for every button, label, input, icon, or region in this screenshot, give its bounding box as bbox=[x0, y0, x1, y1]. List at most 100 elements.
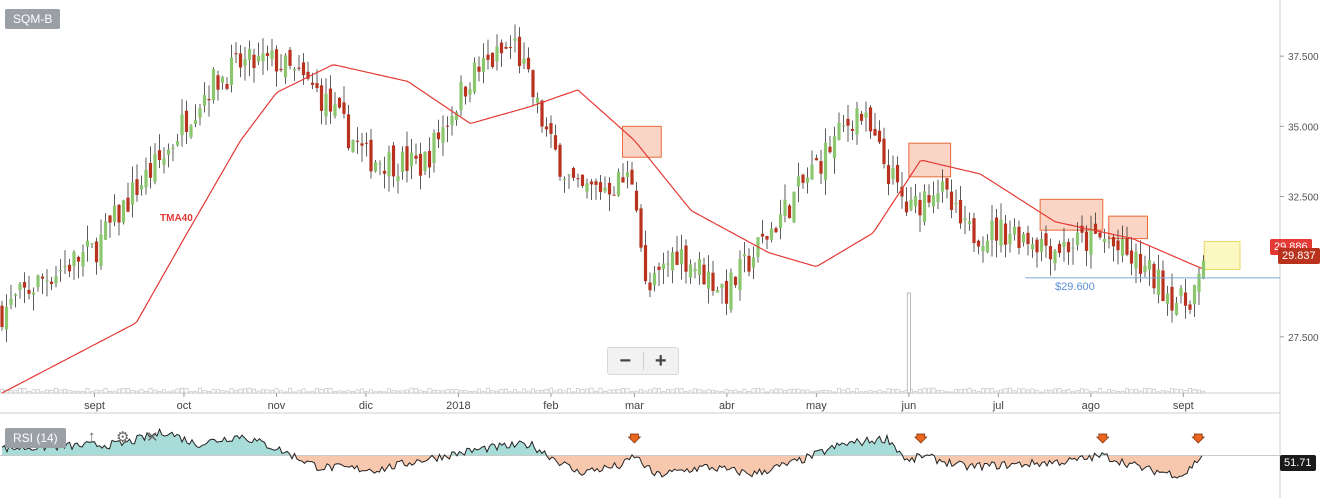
candle bbox=[414, 155, 418, 159]
candle bbox=[355, 140, 360, 142]
volume-bar bbox=[706, 389, 711, 394]
volume-bar bbox=[1048, 389, 1053, 394]
volume-bar bbox=[40, 391, 45, 394]
volume-bar bbox=[103, 388, 108, 394]
volume-bar bbox=[693, 388, 697, 394]
candle bbox=[238, 53, 243, 68]
candle bbox=[1161, 270, 1165, 302]
volume-bar bbox=[616, 389, 621, 394]
candle bbox=[22, 282, 27, 288]
candle bbox=[1089, 228, 1093, 255]
candle bbox=[234, 53, 238, 55]
volume-bar bbox=[630, 391, 634, 394]
volume-bar bbox=[342, 390, 346, 394]
candle bbox=[702, 264, 706, 285]
signal-arrow-icon bbox=[627, 433, 642, 444]
candle bbox=[1120, 239, 1125, 256]
volume-bar bbox=[256, 390, 261, 394]
volume-bar bbox=[882, 391, 886, 394]
signal-arrow-icon bbox=[913, 433, 928, 444]
volume-bar bbox=[702, 390, 706, 394]
volume-bar bbox=[963, 388, 967, 394]
candle bbox=[630, 169, 634, 185]
volume-bar bbox=[333, 391, 337, 394]
volume-bar bbox=[895, 388, 900, 394]
candle bbox=[180, 114, 184, 136]
gear-icon[interactable]: ⚙ bbox=[116, 429, 130, 446]
candle bbox=[193, 120, 198, 124]
candle bbox=[675, 251, 679, 265]
volume-bar bbox=[571, 391, 576, 394]
candle bbox=[585, 183, 589, 192]
x-tick-label: dic bbox=[359, 400, 374, 412]
candle bbox=[616, 172, 621, 196]
volume-bar bbox=[697, 389, 702, 394]
candle bbox=[1188, 304, 1192, 310]
volume-bar bbox=[126, 388, 130, 394]
volume-bar bbox=[351, 391, 355, 394]
volume-bar bbox=[1129, 389, 1134, 394]
volume-bar bbox=[1107, 389, 1111, 394]
volume-bar bbox=[63, 388, 67, 394]
volume-bar bbox=[958, 388, 963, 394]
volume-bar bbox=[819, 390, 823, 394]
candle bbox=[4, 306, 9, 330]
volume-bar bbox=[117, 388, 121, 394]
candle bbox=[1192, 285, 1197, 305]
candle bbox=[342, 102, 346, 114]
candle bbox=[549, 123, 553, 134]
volume-bar bbox=[9, 390, 13, 394]
candle bbox=[103, 221, 108, 240]
candles bbox=[0, 24, 1206, 343]
volume-bar bbox=[162, 389, 166, 394]
rsi-value-label: 51.71 bbox=[1280, 455, 1316, 471]
volume-bar bbox=[1183, 390, 1188, 394]
volume-bar bbox=[1125, 388, 1129, 394]
zoom-out-button[interactable]: − bbox=[619, 349, 632, 372]
volume-bar bbox=[787, 389, 792, 394]
volume-bar bbox=[999, 389, 1003, 394]
volume-bar bbox=[634, 390, 639, 394]
candle bbox=[117, 204, 121, 223]
volume-bar bbox=[1098, 388, 1102, 394]
candle bbox=[715, 290, 720, 293]
candle bbox=[1017, 226, 1021, 248]
candle bbox=[256, 55, 261, 62]
collapse-icon[interactable]: ↑ bbox=[88, 428, 96, 445]
x-tick-label: oct bbox=[177, 400, 192, 412]
close-icon[interactable]: ✕ bbox=[146, 429, 159, 446]
volume-bar bbox=[463, 390, 468, 394]
symbol-label[interactable]: SQM-B bbox=[5, 9, 61, 29]
volume-bar bbox=[1174, 388, 1179, 394]
volume-bar bbox=[751, 388, 756, 394]
candle bbox=[328, 88, 333, 112]
volume-bar bbox=[1089, 391, 1093, 394]
volume-bar bbox=[661, 390, 666, 394]
candle bbox=[400, 151, 405, 172]
volume-bar bbox=[472, 390, 477, 394]
volume-bar bbox=[148, 388, 153, 394]
candle bbox=[967, 221, 972, 225]
candle bbox=[432, 132, 436, 163]
candle bbox=[85, 240, 90, 247]
candle bbox=[283, 55, 288, 78]
volume-bar bbox=[720, 391, 724, 394]
candle bbox=[207, 98, 211, 101]
y-tick-label: 27.500 bbox=[1288, 333, 1319, 344]
volume-bar bbox=[382, 391, 387, 394]
candle bbox=[945, 178, 949, 190]
volume-bar bbox=[832, 391, 837, 394]
zoom-in-button[interactable]: + bbox=[654, 349, 667, 372]
rsi-label[interactable]: RSI (14) bbox=[5, 428, 66, 448]
x-tick-label: ago bbox=[1082, 400, 1100, 412]
candle bbox=[459, 81, 463, 111]
volume-bar bbox=[625, 388, 630, 394]
highlight-zone bbox=[621, 125, 662, 158]
candle bbox=[198, 108, 202, 118]
y-tick-label: 37.500 bbox=[1288, 52, 1319, 63]
tma-label: TMA40 bbox=[160, 213, 193, 224]
volume-bar bbox=[94, 389, 99, 394]
volume-bar bbox=[211, 389, 216, 394]
candle bbox=[895, 164, 900, 183]
